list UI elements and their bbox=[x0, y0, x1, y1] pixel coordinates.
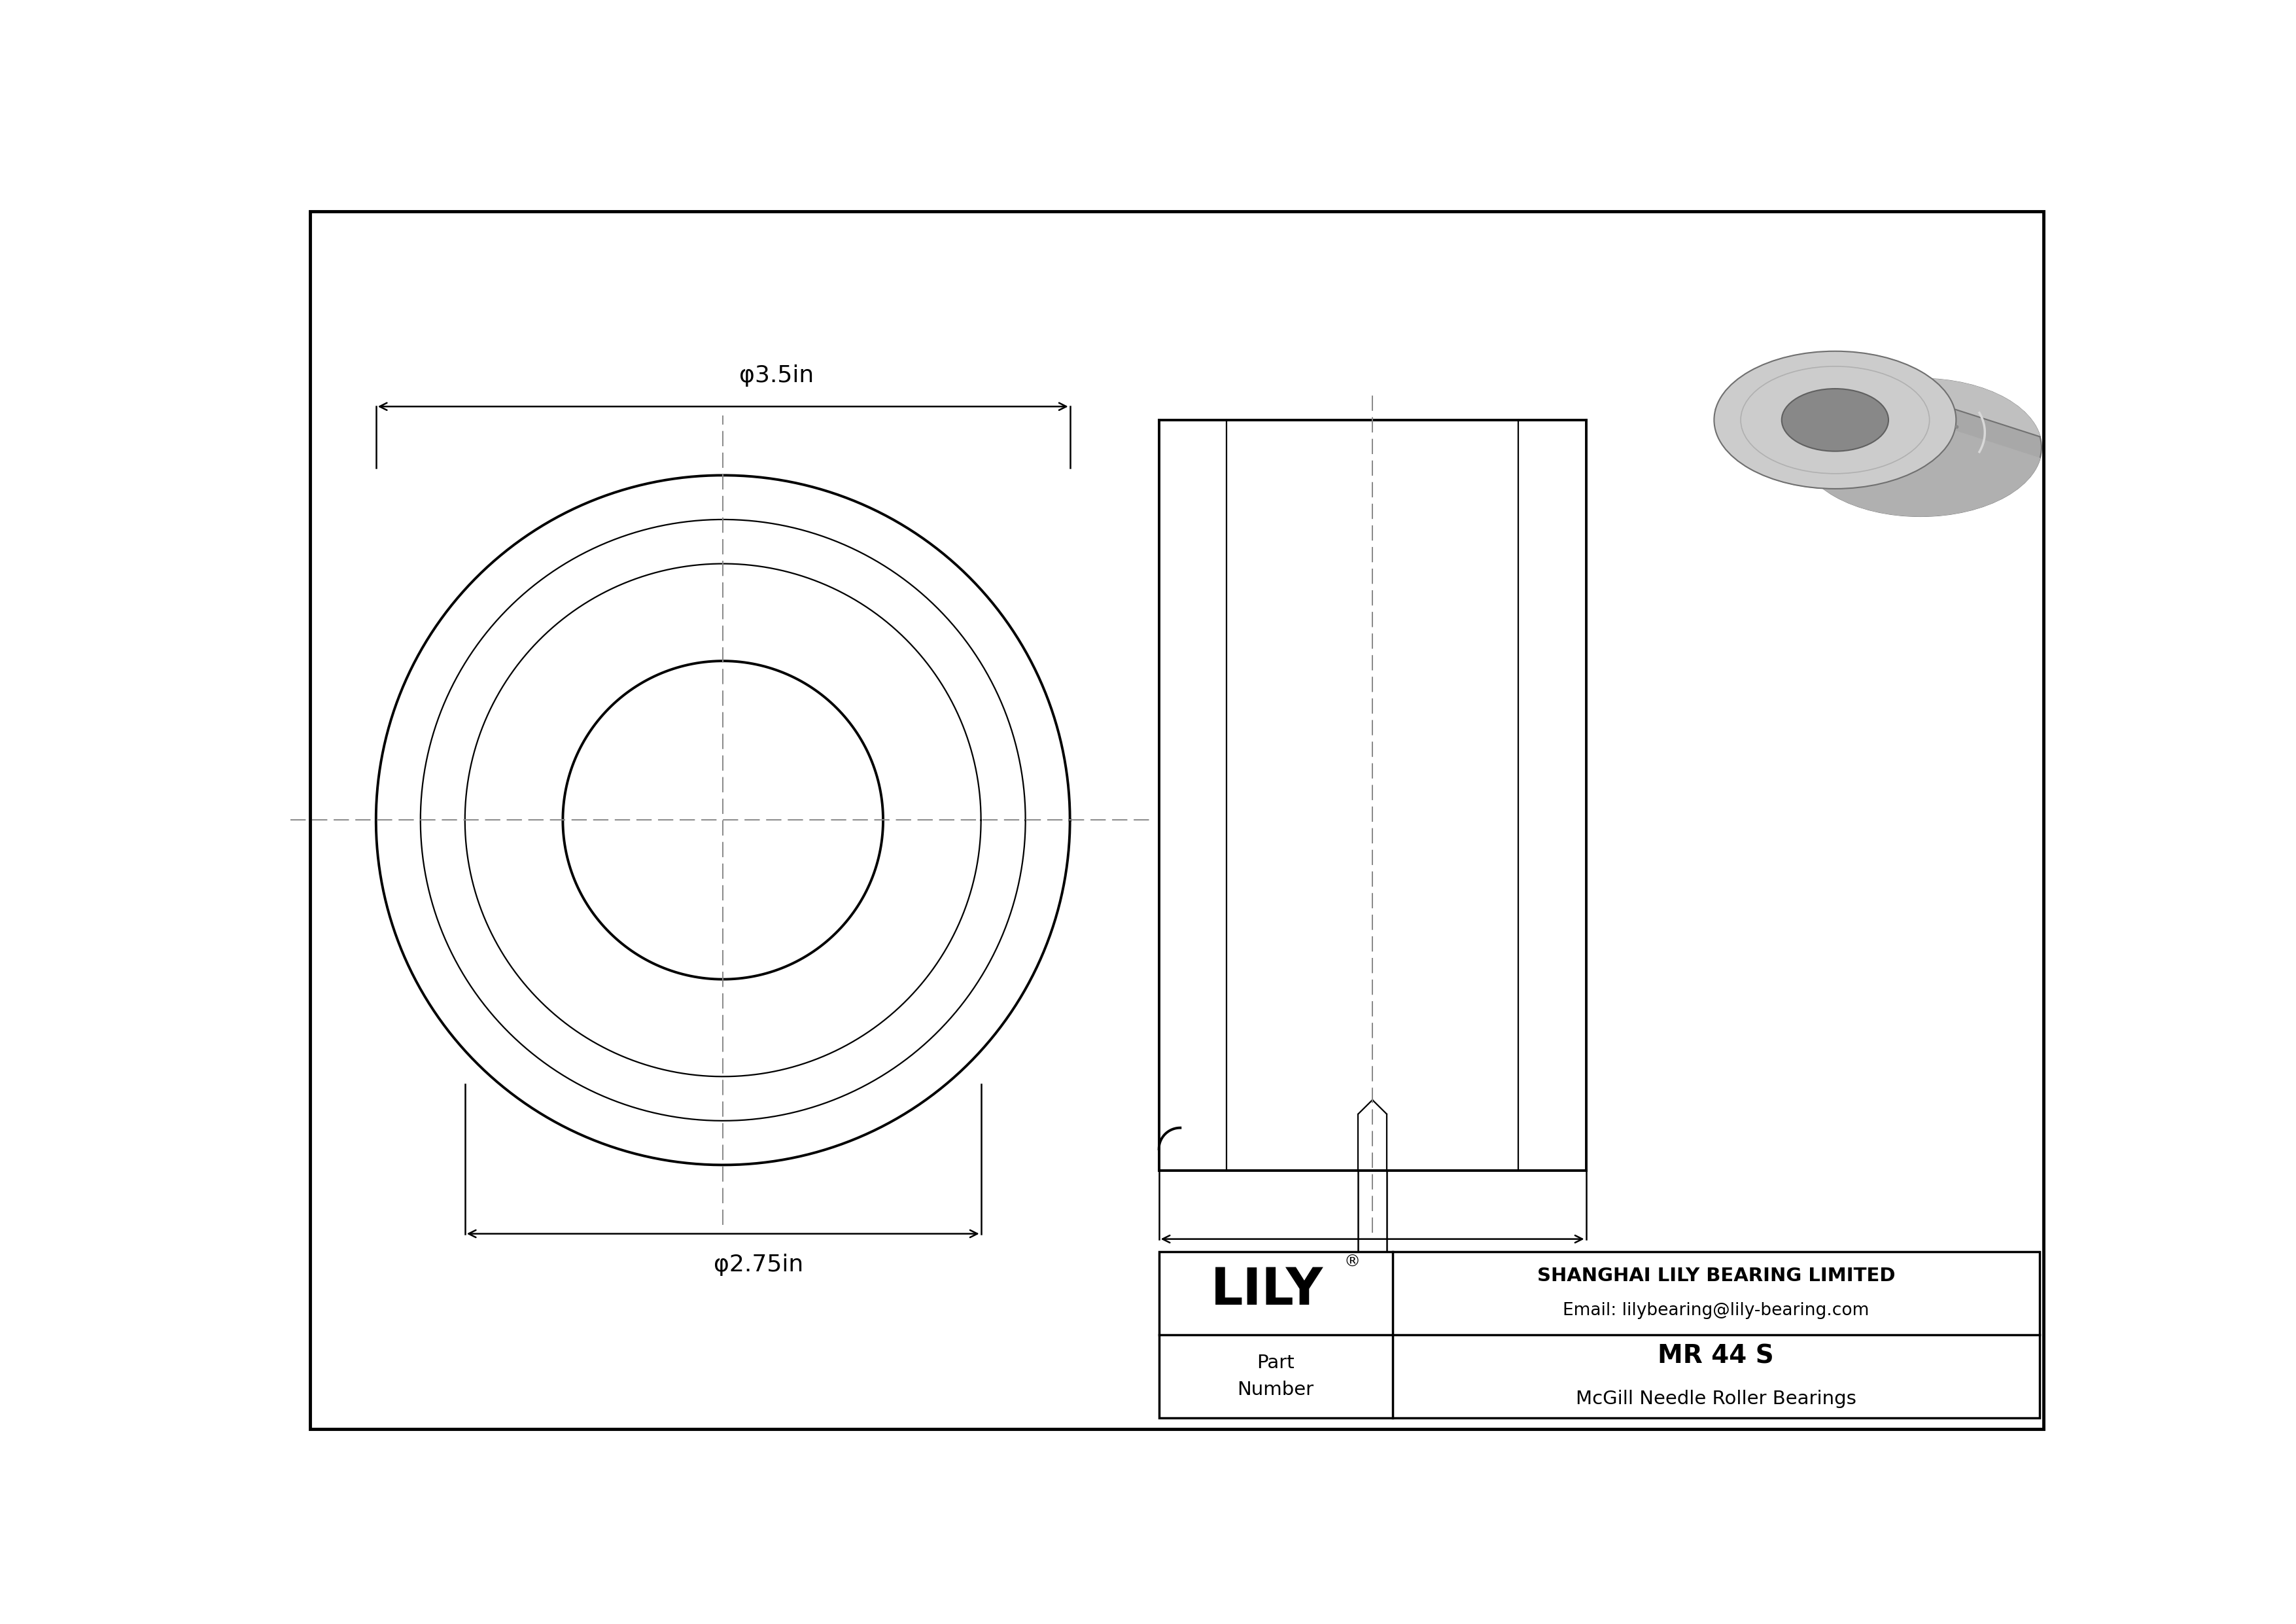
Text: Email: lilybearing@lily-bearing.com: Email: lilybearing@lily-bearing.com bbox=[1564, 1302, 1869, 1319]
Polygon shape bbox=[1715, 351, 2041, 437]
Text: φ3.5in: φ3.5in bbox=[739, 364, 813, 387]
Ellipse shape bbox=[1782, 388, 1887, 451]
Ellipse shape bbox=[1800, 378, 2041, 516]
Text: 1.75in: 1.75in bbox=[1336, 1257, 1410, 1278]
Text: 0.13in: 0.13in bbox=[1405, 1312, 1479, 1333]
Text: φ2.75in: φ2.75in bbox=[714, 1254, 804, 1276]
Text: SHANGHAI LILY BEARING LIMITED: SHANGHAI LILY BEARING LIMITED bbox=[1536, 1267, 1894, 1285]
Bar bbox=[1159, 1252, 2039, 1418]
Text: Part
Number: Part Number bbox=[1238, 1354, 1313, 1398]
Text: MR 44 S: MR 44 S bbox=[1658, 1343, 1775, 1369]
Polygon shape bbox=[1715, 430, 2041, 516]
Text: McGill Needle Roller Bearings: McGill Needle Roller Bearings bbox=[1575, 1390, 1855, 1408]
Text: ®: ® bbox=[1343, 1254, 1359, 1270]
Ellipse shape bbox=[1740, 367, 1929, 474]
Ellipse shape bbox=[1715, 351, 1956, 489]
Text: LILY: LILY bbox=[1210, 1265, 1322, 1315]
